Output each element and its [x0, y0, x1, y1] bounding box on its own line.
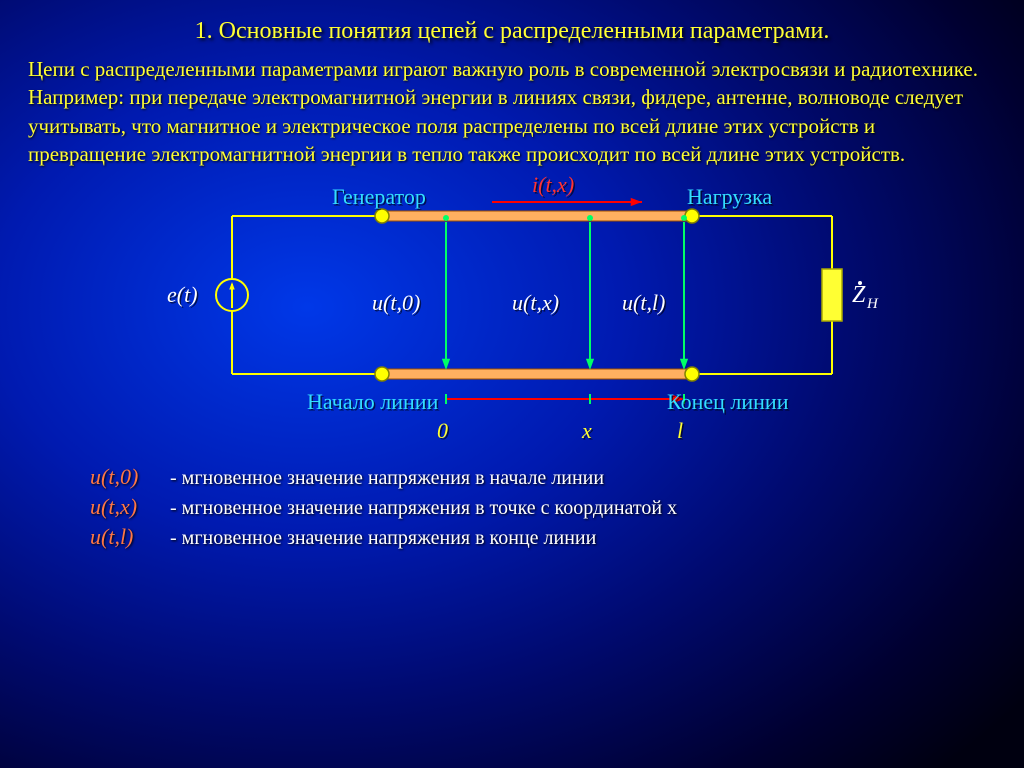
slide-title: 1. Основные понятия цепей с распределенн…: [0, 0, 1024, 45]
svg-text:l: l: [677, 418, 683, 443]
svg-text:u(t,l): u(t,l): [622, 290, 665, 315]
def-text: - мгновенное значение напряжения в конце…: [170, 527, 596, 550]
def-symbol: u(t,l): [90, 524, 170, 550]
def-text: - мгновенное значение напряжения в точке…: [170, 497, 677, 520]
definitions-block: u(t,0) - мгновенное значение напряжения …: [0, 454, 1024, 550]
svg-text:Z: Z: [852, 282, 866, 308]
svg-text:i(t,x): i(t,x): [532, 174, 574, 197]
svg-text:e(t): e(t): [167, 282, 198, 307]
circuit-svg: ГенераторГенераторНагрузкаНагрузкаНачало…: [132, 174, 892, 454]
def-symbol: u(t,0): [90, 464, 170, 490]
circuit-diagram: ГенераторГенераторНагрузкаНагрузкаНачало…: [132, 174, 892, 454]
def-row: u(t,l) - мгновенное значение напряжения …: [90, 524, 974, 550]
svg-text:x: x: [581, 418, 592, 443]
def-text: - мгновенное значение напряжения в начал…: [170, 467, 604, 490]
svg-text:Генератор: Генератор: [332, 184, 426, 209]
svg-text:0: 0: [437, 418, 448, 443]
def-row: u(t,x) - мгновенное значение напряжения …: [90, 494, 974, 520]
def-row: u(t,0) - мгновенное значение напряжения …: [90, 464, 974, 490]
svg-text:u(t,x): u(t,x): [512, 290, 559, 315]
svg-text:Нагрузка: Нагрузка: [687, 184, 772, 209]
def-symbol: u(t,x): [90, 494, 170, 520]
svg-text:H: H: [866, 296, 879, 312]
svg-text:u(t,0): u(t,0): [372, 290, 420, 315]
svg-text:Конец линии: Конец линии: [667, 389, 789, 414]
slide-paragraph: Цепи с распределенными параметрами играю…: [0, 45, 1024, 168]
svg-text:Начало линии: Начало линии: [307, 389, 439, 414]
